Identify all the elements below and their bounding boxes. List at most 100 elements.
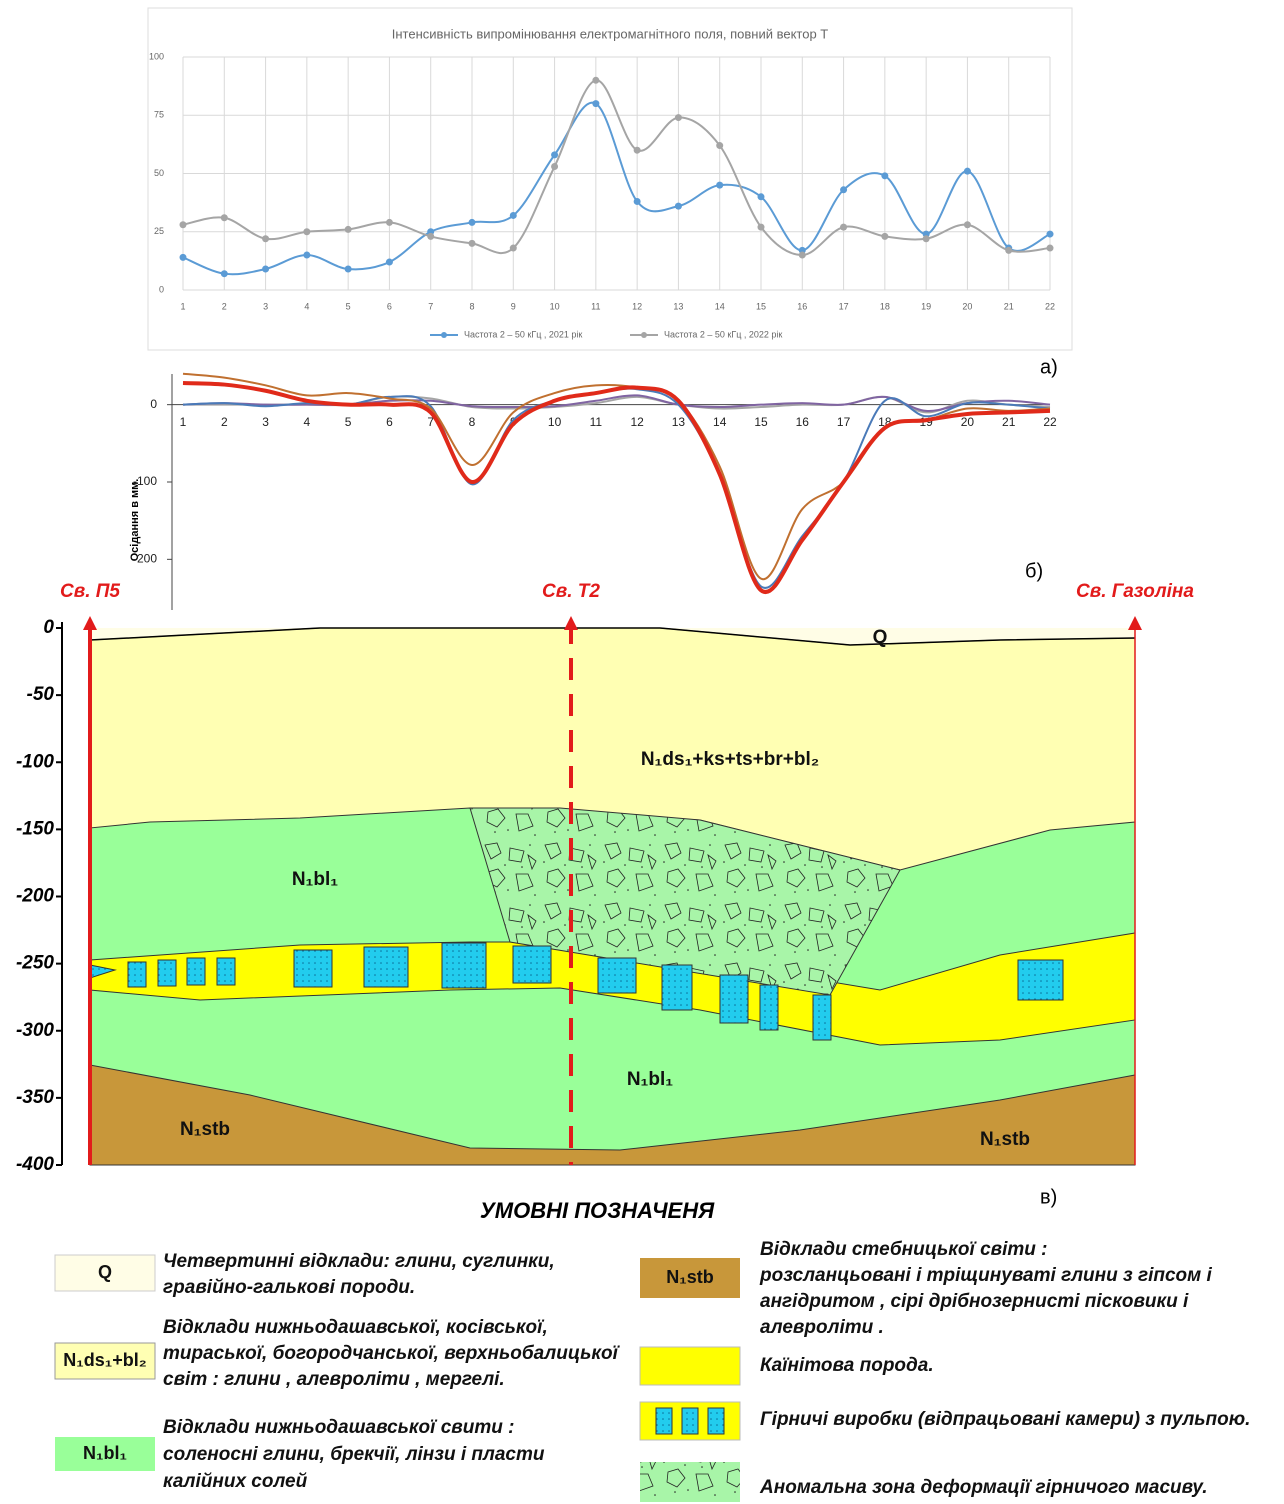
- point: [964, 168, 971, 175]
- y-tick-label: -150: [16, 818, 54, 839]
- point: [551, 163, 558, 170]
- x-tick-label: 3: [262, 415, 269, 429]
- panel-label: а): [1040, 356, 1058, 378]
- legend-swatch: [640, 1402, 740, 1440]
- point: [262, 266, 269, 273]
- y-tick-label: -350: [16, 1087, 54, 1108]
- point: [592, 100, 599, 107]
- x-tick-label: 8: [469, 301, 474, 311]
- x-tick-label: 11: [590, 415, 603, 429]
- legend-text: світ : глини , алевроліти , мергелі.: [163, 1369, 505, 1390]
- x-tick-label: 18: [880, 301, 890, 311]
- legend-swatch-label: N₁ds₁+bl₂: [63, 1350, 146, 1370]
- layer-label: N₁stb: [980, 1129, 1030, 1150]
- point: [1005, 247, 1012, 254]
- x-tick-label: 22: [1045, 301, 1055, 311]
- x-tick-label: 22: [1043, 415, 1057, 429]
- chart-frame: [148, 8, 1072, 350]
- point: [510, 245, 517, 252]
- x-tick-label: 16: [796, 415, 810, 429]
- x-tick-label: 5: [345, 415, 352, 429]
- point: [1047, 245, 1054, 252]
- legend-text: Гірничі виробки (відпрацьовані камери) з…: [760, 1409, 1250, 1430]
- x-tick-label: 11: [591, 301, 600, 311]
- point: [345, 226, 352, 233]
- x-tick-label: 2: [221, 415, 228, 429]
- point: [881, 172, 888, 179]
- well-label: Св. Т2: [542, 581, 600, 602]
- x-tick-label: 4: [304, 415, 311, 429]
- layer-label: N₁ds₁+ks+ts+br+bl₂: [641, 749, 819, 770]
- x-tick-label: 15: [754, 415, 768, 429]
- legend-text: алевроліти .: [760, 1317, 884, 1338]
- legend-text: Четвертинні відклади: глини, суглинки,: [163, 1251, 555, 1272]
- point: [469, 240, 476, 247]
- point: [799, 252, 806, 259]
- legend-text: калійних солей: [163, 1471, 308, 1492]
- x-tick-label: 4: [304, 301, 309, 311]
- legend-text: розсланцьовані і тріщинуваті глини з гіп…: [759, 1265, 1213, 1286]
- panel-label: б): [1025, 560, 1043, 582]
- layer-label: N₁bl₁: [627, 1069, 673, 1090]
- point: [964, 221, 971, 228]
- point: [592, 77, 599, 84]
- x-tick-label: 12: [630, 415, 644, 429]
- legend-swatch-label: N₁bl₁: [83, 1443, 127, 1463]
- legend-label: Частота 2 – 50 кГц , 2021 рік: [464, 329, 582, 339]
- legend-swatch-label: Q: [98, 1262, 112, 1282]
- point: [716, 142, 723, 149]
- y-tick-label: -400: [16, 1154, 54, 1175]
- point: [303, 228, 310, 235]
- point: [262, 235, 269, 242]
- well-label: Св. Газоліна: [1076, 581, 1194, 602]
- x-tick-label: 3: [263, 301, 268, 311]
- point: [758, 224, 765, 231]
- y-tick-label: 0: [159, 284, 164, 294]
- y-tick-label: 0: [43, 617, 54, 638]
- x-tick-label: 21: [1002, 415, 1016, 429]
- legend-marker: [641, 332, 647, 338]
- y-tick-label: 75: [154, 110, 164, 120]
- layer-label: N₁bl₁: [292, 869, 338, 890]
- point: [634, 147, 641, 154]
- legend-text: Відклади нижньодашавської, косівської,: [163, 1317, 548, 1338]
- legend-label: Частота 2 – 50 кГц , 2022 рік: [664, 329, 782, 339]
- y-tick-label: -200: [133, 552, 157, 566]
- point: [840, 186, 847, 193]
- y-tick-label: 100: [149, 51, 164, 61]
- point: [510, 212, 517, 219]
- point: [1047, 231, 1054, 238]
- point: [221, 214, 228, 221]
- legend-swatch: [640, 1347, 740, 1385]
- point: [923, 235, 930, 242]
- y-tick-label: 0: [150, 397, 157, 411]
- y-tick-label: -50: [27, 684, 55, 705]
- point: [675, 114, 682, 121]
- x-tick-label: 13: [672, 415, 686, 429]
- legend-text: Каїнітова порода.: [760, 1355, 934, 1376]
- legend-text: Відклади нижньодашавської свити :: [163, 1417, 514, 1438]
- legend-text: Відклади стебницької світи :: [760, 1239, 1048, 1260]
- point: [386, 259, 393, 266]
- x-tick-label: 14: [715, 301, 725, 311]
- x-tick-label: 10: [548, 415, 562, 429]
- x-tick-label: 9: [511, 301, 516, 311]
- legend-swatch: [640, 1462, 740, 1502]
- x-tick-label: 5: [346, 301, 351, 311]
- point: [675, 203, 682, 210]
- point: [840, 224, 847, 231]
- point: [303, 252, 310, 259]
- x-tick-label: 14: [713, 415, 727, 429]
- x-tick-label: 21: [1004, 301, 1014, 311]
- y-tick-label: 25: [154, 226, 164, 236]
- x-tick-label: 8: [469, 415, 476, 429]
- chart-title: Інтенсивність випромінювання електромагн…: [392, 26, 829, 41]
- point: [180, 221, 187, 228]
- cross-section: [83, 616, 1142, 1165]
- legend-text: гравійно-галькові породи.: [163, 1277, 415, 1298]
- point: [469, 219, 476, 226]
- point: [716, 182, 723, 189]
- y-tick-label: -200: [16, 886, 54, 907]
- legend-text: Аномальна зона деформації гірничого маси…: [759, 1477, 1208, 1498]
- y-tick-label: -300: [16, 1020, 54, 1041]
